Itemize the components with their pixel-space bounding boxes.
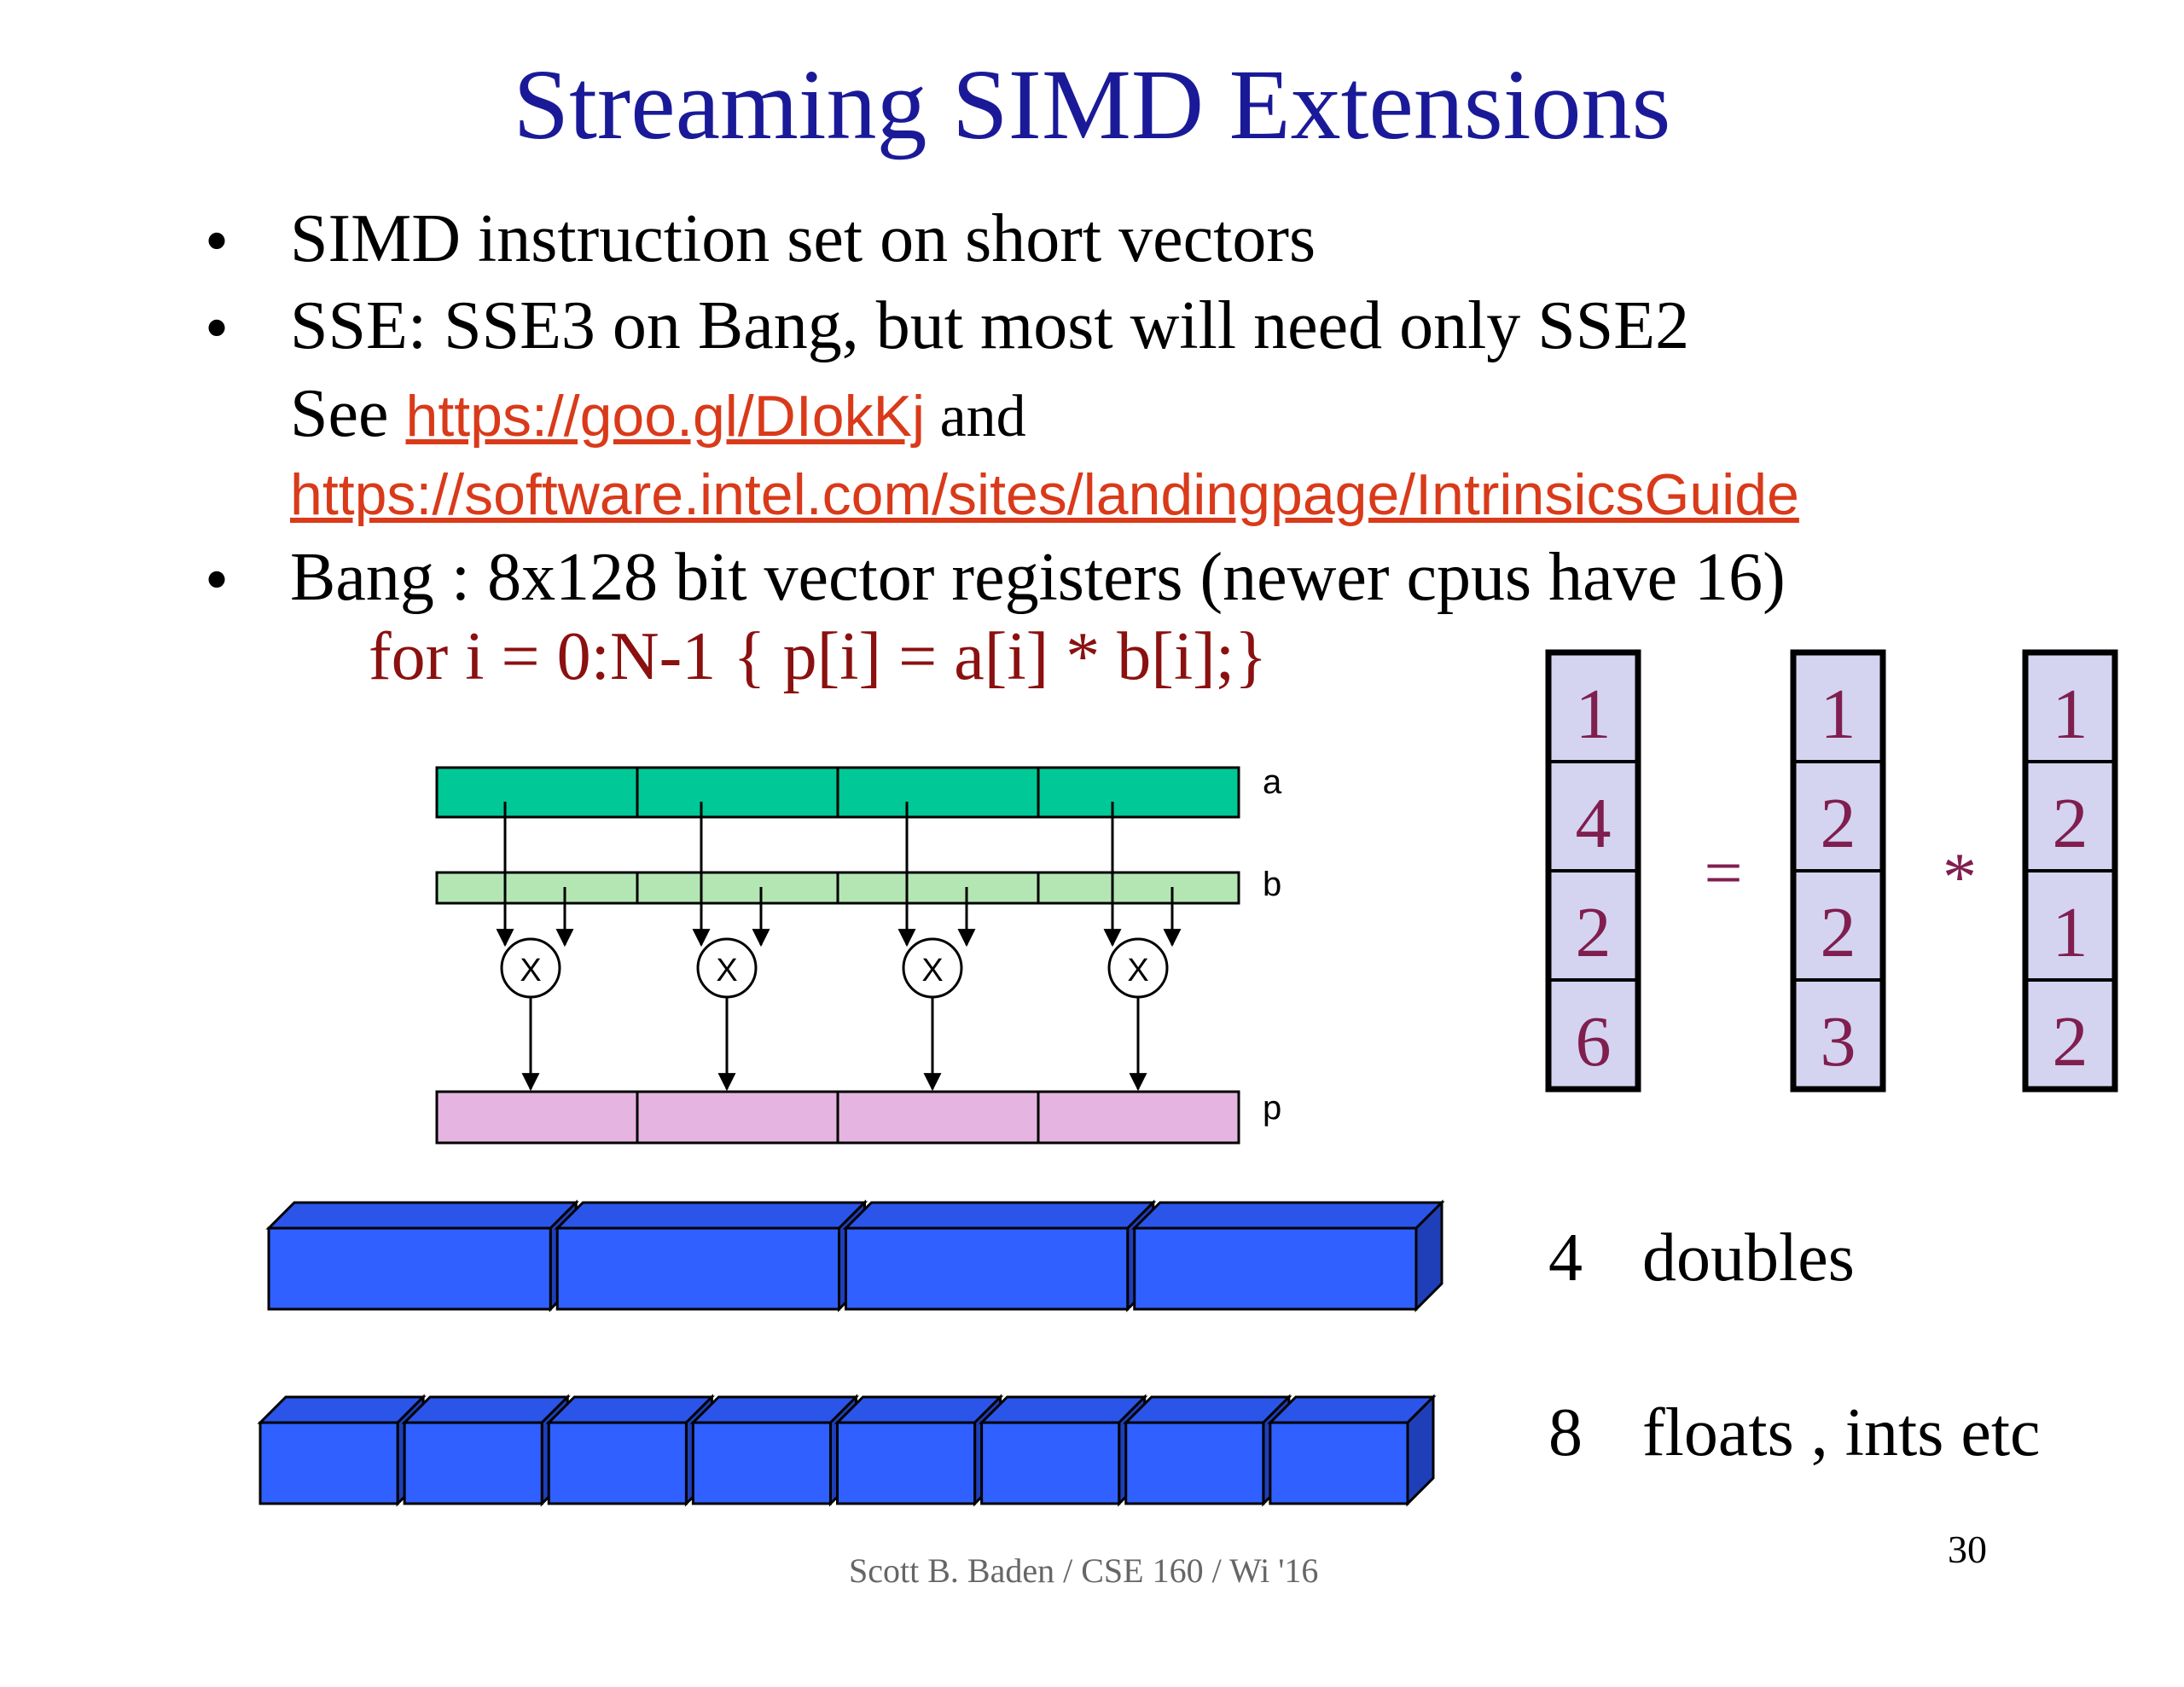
multiply-symbol: X	[520, 953, 541, 988]
see-label: See	[290, 376, 406, 451]
register-b	[435, 871, 1240, 905]
link-goo[interactable]: https://goo.gl/DIokKj	[405, 384, 926, 449]
multiply-symbol: X	[716, 953, 737, 988]
bullet-marker: •	[205, 291, 229, 366]
label-p: p	[1263, 1089, 1281, 1127]
label-b: b	[1263, 866, 1281, 903]
bullet-bang: Bang : 8x128 bit vector registers (newer…	[290, 540, 1786, 615]
bullet-marker: •	[205, 204, 229, 279]
floats-label: floats , ints etc	[1642, 1395, 2041, 1470]
vector-cell: 4	[1576, 784, 1612, 863]
register-block	[834, 1394, 1004, 1507]
doubles-count: 4	[1548, 1220, 1583, 1296]
doubles-label: doubles	[1642, 1220, 1855, 1296]
register-p	[435, 1090, 1240, 1145]
vector-cell: 1	[1821, 675, 1856, 754]
vector-p: 1 4 2 6	[1545, 649, 1641, 1093]
and-label: and	[925, 384, 1026, 449]
register-block	[554, 1199, 868, 1313]
lane: X	[496, 802, 574, 1092]
vector-cell: 1	[1576, 675, 1612, 754]
bullet-marker: •	[205, 542, 229, 617]
register-block	[257, 1394, 427, 1507]
vector-cell: 2	[1821, 893, 1856, 972]
vector-cell: 2	[1576, 893, 1612, 972]
page-number: 30	[1948, 1528, 1987, 1571]
vector-cell: 1	[2053, 675, 2088, 754]
register-block	[1131, 1199, 1445, 1313]
register-block	[265, 1199, 579, 1313]
see-line: See https://goo.gl/DIokKj and	[290, 380, 1026, 448]
register-block	[689, 1394, 860, 1507]
vector-b: 1 2 1 2	[2022, 649, 2118, 1093]
register-block	[1267, 1394, 1437, 1507]
multiply-symbol: X	[1127, 953, 1148, 988]
vector-cell: 1	[2053, 893, 2088, 972]
register-8-floats	[257, 1394, 1437, 1507]
vector-cell: 3	[1821, 1002, 1856, 1081]
register-4-doubles	[265, 1199, 1445, 1313]
register-block	[1123, 1394, 1292, 1507]
lane: X	[692, 802, 770, 1092]
intel-link-line: https://software.intel.com/sites/landing…	[290, 458, 1799, 526]
vector-a: 1 2 2 3	[1790, 649, 1886, 1093]
vector-cell: 6	[1576, 1002, 1612, 1081]
lane: X	[897, 802, 976, 1092]
vector-example: 1 4 2 6 1 2 2 3 1 2 1 2	[1545, 649, 2118, 1093]
vector-cell: 2	[2053, 1002, 2088, 1081]
code-loop: for i = 0:N-1 { p[i] = a[i] * b[i];}	[369, 619, 1268, 694]
slide-title: Streaming SIMD Extensions	[513, 49, 1671, 160]
bullet-sse: SSE: SSE3 on Bang, but most will need on…	[290, 288, 1690, 363]
register-block	[545, 1394, 715, 1507]
vector-cell: 2	[2053, 784, 2088, 863]
footer-credit: Scott B. Baden / CSE 160 / Wi '16	[849, 1551, 1319, 1590]
vector-cell: 2	[1821, 784, 1856, 863]
equals-sign: =	[1704, 836, 1742, 911]
lane: X	[1103, 802, 1182, 1092]
register-block	[979, 1394, 1148, 1507]
label-a: a	[1263, 763, 1282, 801]
times-sign: *	[1943, 840, 1977, 915]
multiply-symbol: X	[921, 953, 943, 988]
register-block	[401, 1394, 571, 1507]
link-intel-intrinsics[interactable]: https://software.intel.com/sites/landing…	[290, 462, 1799, 527]
register-block	[842, 1199, 1157, 1313]
bullet-simd: SIMD instruction set on short vectors	[290, 201, 1316, 276]
register-a	[435, 766, 1240, 819]
floats-count: 8	[1548, 1395, 1583, 1470]
